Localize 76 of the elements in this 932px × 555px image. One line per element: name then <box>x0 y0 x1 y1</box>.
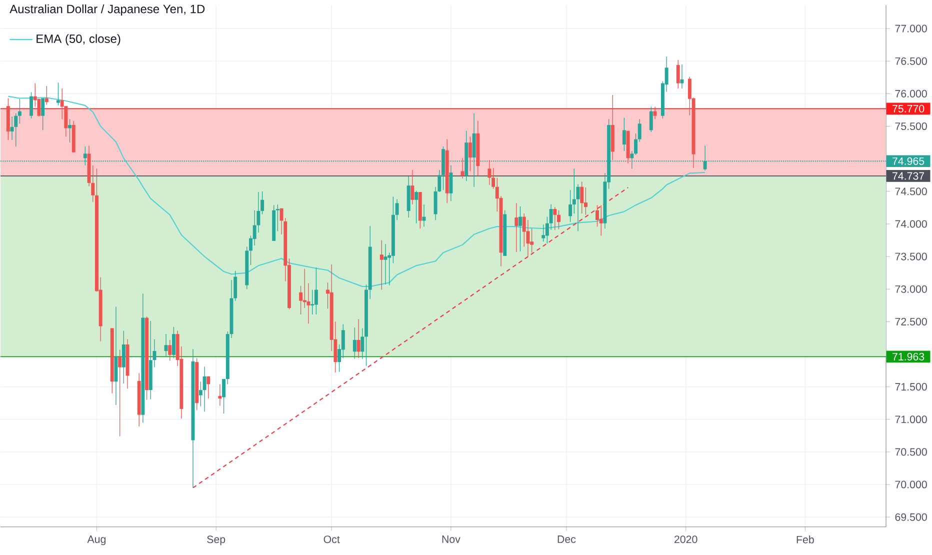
y-tick-label: 74.500 <box>895 188 927 196</box>
x-tick-label: Sep <box>207 536 226 546</box>
candlestick <box>580 181 584 214</box>
y-tick-label: 69.500 <box>895 513 927 521</box>
candlestick <box>542 224 546 242</box>
candlestick <box>18 98 22 124</box>
candlestick <box>360 328 364 360</box>
ref-line-label: 75.770 <box>892 104 924 113</box>
candlestick <box>384 244 388 285</box>
y-tick-label: 71.000 <box>895 416 927 424</box>
candlestick <box>676 60 680 89</box>
candlestick <box>314 267 318 315</box>
candlestick <box>518 206 522 252</box>
candlestick <box>44 86 48 106</box>
candlestick <box>30 92 34 119</box>
candlestick <box>553 206 557 230</box>
y-tick-label: 76.000 <box>895 90 927 98</box>
candlestick <box>276 204 280 232</box>
y-tick-label: 73.000 <box>895 285 927 293</box>
x-tick-label: Oct <box>324 536 340 544</box>
candlestick <box>41 98 45 131</box>
candlestick <box>83 146 87 166</box>
chart-title: Australian Dollar / Japanese Yen, 1D <box>10 4 205 16</box>
candlestick <box>172 326 176 359</box>
candlestick <box>410 170 414 205</box>
x-tick-label: Dec <box>558 536 576 544</box>
candlestick <box>222 378 226 414</box>
candlestick <box>206 376 210 399</box>
y-tick-label: 74.000 <box>895 220 927 228</box>
ref-line-label: 74.965 <box>892 157 924 165</box>
candlestick <box>341 324 345 359</box>
candlestick <box>468 136 472 172</box>
candlestick <box>202 366 206 412</box>
candlestick <box>68 118 72 143</box>
legend-label: EMA (50, close) <box>36 34 120 46</box>
candlestick <box>356 318 360 359</box>
x-tick-label: Feb <box>796 536 814 544</box>
y-tick-label: 72.500 <box>895 318 927 326</box>
candlestick <box>557 210 560 230</box>
x-tick-label: Nov <box>442 536 460 544</box>
x-tick-label: 2020 <box>674 536 698 544</box>
y-tick-label: 76.500 <box>895 57 927 65</box>
y-tick-label: 70.000 <box>895 480 927 488</box>
ref-line-label: 71.963 <box>892 352 924 361</box>
candlestick <box>584 187 588 216</box>
candlestick <box>414 190 418 224</box>
candlestick <box>218 384 222 406</box>
x-tick-label: Aug <box>87 536 106 546</box>
y-tick-label: 71.500 <box>895 383 927 391</box>
candlestick <box>168 340 172 362</box>
candlestick <box>514 202 518 252</box>
y-tick-label: 77.000 <box>895 24 927 32</box>
y-tick-label: 70.500 <box>895 448 927 456</box>
candlestick <box>460 158 464 179</box>
candlestick <box>449 165 453 202</box>
y-tick-label: 75.500 <box>895 122 927 130</box>
y-tick-label: 73.500 <box>895 252 927 260</box>
candlestick <box>638 118 642 142</box>
candlestick <box>599 204 603 236</box>
candlestick <box>56 82 60 106</box>
candlestick <box>568 190 572 222</box>
candlestick <box>122 330 126 384</box>
candlestick <box>310 290 314 315</box>
candlestick <box>596 204 599 227</box>
candlestick <box>14 112 18 147</box>
candlestick <box>488 160 492 186</box>
candlestick <box>649 106 653 133</box>
candlestick <box>352 327 356 360</box>
candlestick <box>118 349 122 437</box>
candlestick <box>380 240 384 290</box>
candlestick <box>299 286 303 315</box>
candlestick <box>164 334 168 358</box>
ref-line-label: 74.737 <box>892 172 924 180</box>
candlestick <box>680 64 684 89</box>
candlestick <box>634 133 638 156</box>
candlestick <box>622 118 626 152</box>
